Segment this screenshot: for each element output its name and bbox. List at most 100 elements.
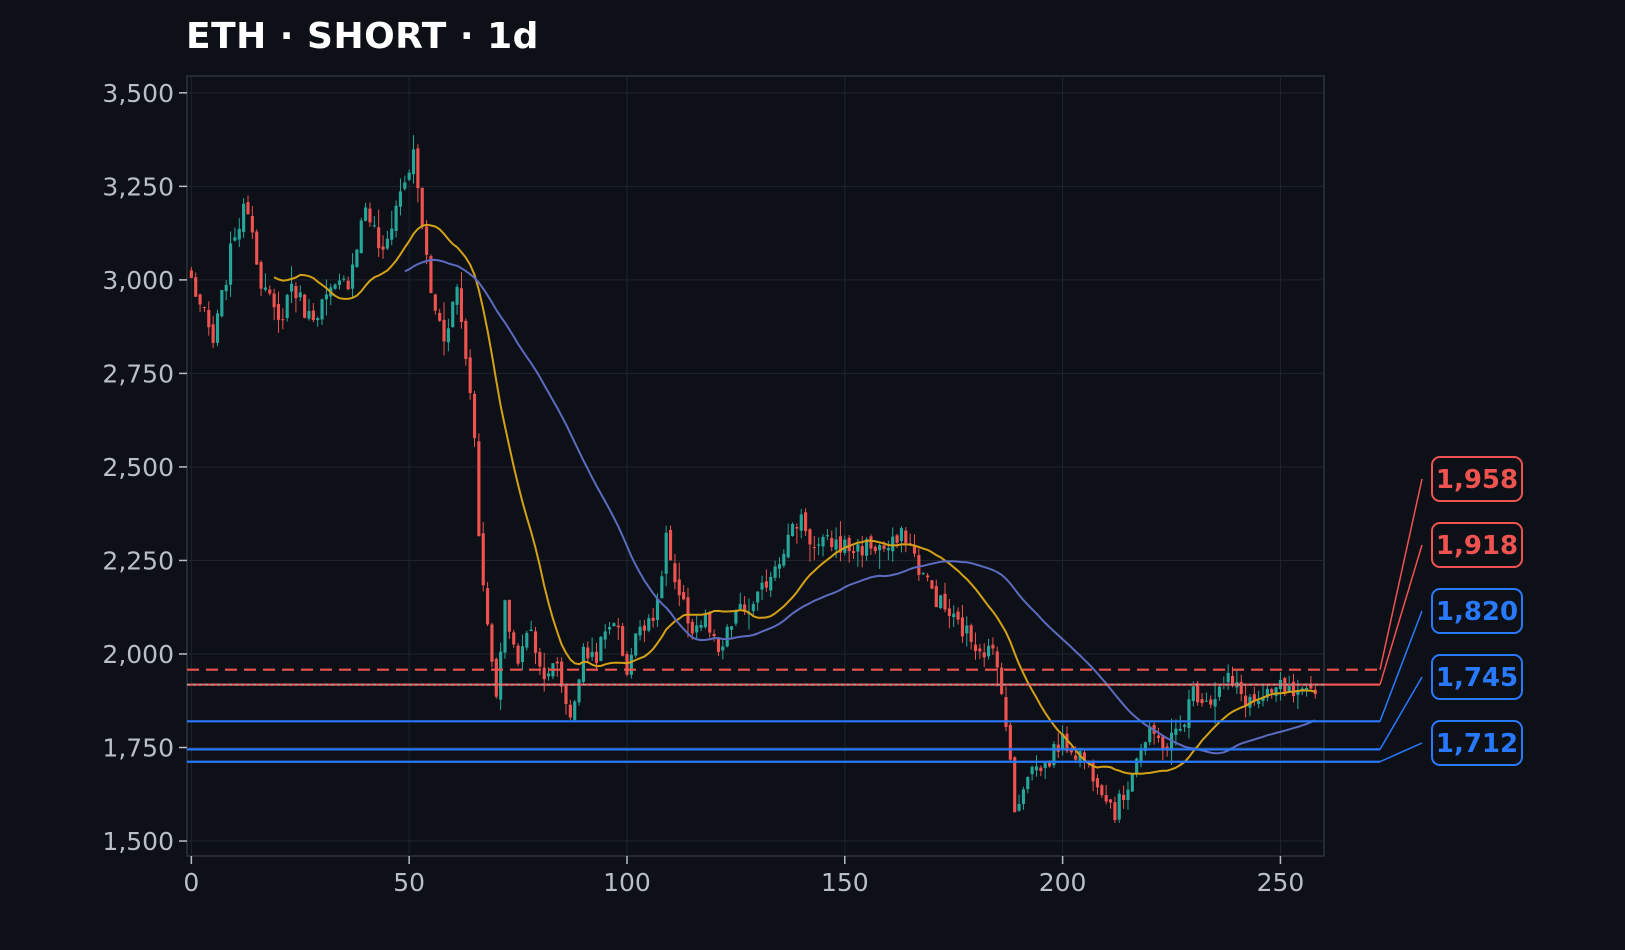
y-tick-label: 2,500 [102,453,174,482]
candle-body [1056,744,1060,752]
candle-body [1034,766,1039,771]
candle-body [398,191,403,207]
price-tag-box [1431,588,1523,634]
candle-body [442,319,446,342]
candle-body [851,550,856,554]
price-tag-leader [1379,676,1423,750]
x-tick-label: 200 [1039,868,1087,897]
candle-body [668,529,673,561]
candle-body [699,624,703,628]
candle-body [481,533,485,586]
candle-body [751,604,755,611]
candle-body [1008,724,1012,760]
candle-body [599,636,603,662]
candle-body [1021,789,1025,805]
candle-body [812,547,816,549]
candle-body [446,328,450,343]
candle-body [1309,685,1313,689]
price-tag-label: 1,918 [1436,531,1518,561]
candle-body [1061,733,1065,749]
candle-body [359,220,363,254]
candle-body [316,318,320,321]
candle-body [1204,700,1208,702]
y-tick-label: 1,500 [102,827,174,856]
candle-body [629,654,633,675]
candle-body [377,227,381,249]
candle-body [198,294,202,305]
candle-body [342,278,346,280]
candle-body [298,292,302,298]
candle-body [856,544,860,552]
candle-body [1043,762,1047,769]
candle-body [1257,701,1261,704]
candle-body [438,312,442,321]
candle-body [403,182,407,189]
candle-body [477,441,481,537]
candle-body [1283,678,1287,695]
candle-body [1230,675,1235,685]
candle-body [1191,686,1195,702]
candle-body [1178,728,1182,731]
moving-average-layer [273,223,1316,775]
candle-body [721,646,725,651]
candle-body [425,226,429,255]
candle-body [943,593,947,610]
candle-body [1030,766,1034,775]
candle-body [1165,746,1169,749]
price-tag-leader [1379,544,1423,685]
candle-body [320,299,324,320]
candle-body [433,294,437,311]
candle-body [577,679,581,703]
candle-body [459,288,464,322]
candle-body [695,625,699,633]
candle-body [764,581,768,588]
candle-body [1095,778,1100,788]
candle-body [555,661,559,664]
candle-body [677,579,681,596]
candle-body [1169,732,1174,751]
candle-body [1148,726,1152,743]
y-tick-label: 2,000 [102,640,174,669]
y-tick-label: 3,500 [102,79,174,108]
candle-body [202,307,206,309]
candle-body [1313,689,1317,695]
candle-body [934,586,938,608]
price-tag-label: 1,745 [1436,663,1518,693]
candle-body [830,538,834,547]
candle-body [372,225,376,227]
price-tag-box [1431,456,1523,502]
candle-body [420,187,424,227]
candle-body [738,603,742,610]
candle-body [1126,789,1130,800]
price-tag-label: 1,958 [1436,465,1518,495]
candle-body [991,644,995,649]
candle-body [1122,794,1126,800]
candle-body [1074,755,1078,760]
candle-body [878,545,882,551]
candle-body [616,625,620,628]
price-tag-box [1431,720,1523,766]
candle-body [263,287,267,290]
candle-body [982,652,986,658]
candle-body [250,216,254,233]
candle-body [1300,688,1304,690]
candle-body [189,270,193,278]
candle-body [1287,684,1291,692]
candle-body [834,539,838,550]
candle-body [1069,748,1073,753]
candle-body [542,667,546,680]
price-tag-box [1431,522,1523,568]
candle-body [1065,733,1069,752]
candle-body [1117,793,1121,820]
candle-body [472,393,477,439]
candle-body [1017,803,1021,811]
candle-body [494,658,498,697]
candle-body [1039,767,1043,772]
candle-body [869,536,873,549]
candle-body [952,613,956,618]
candle-body [607,626,612,630]
candle-body [499,651,503,700]
candle-body [289,283,294,292]
candle-body [895,535,899,543]
candle-body [1139,749,1143,762]
